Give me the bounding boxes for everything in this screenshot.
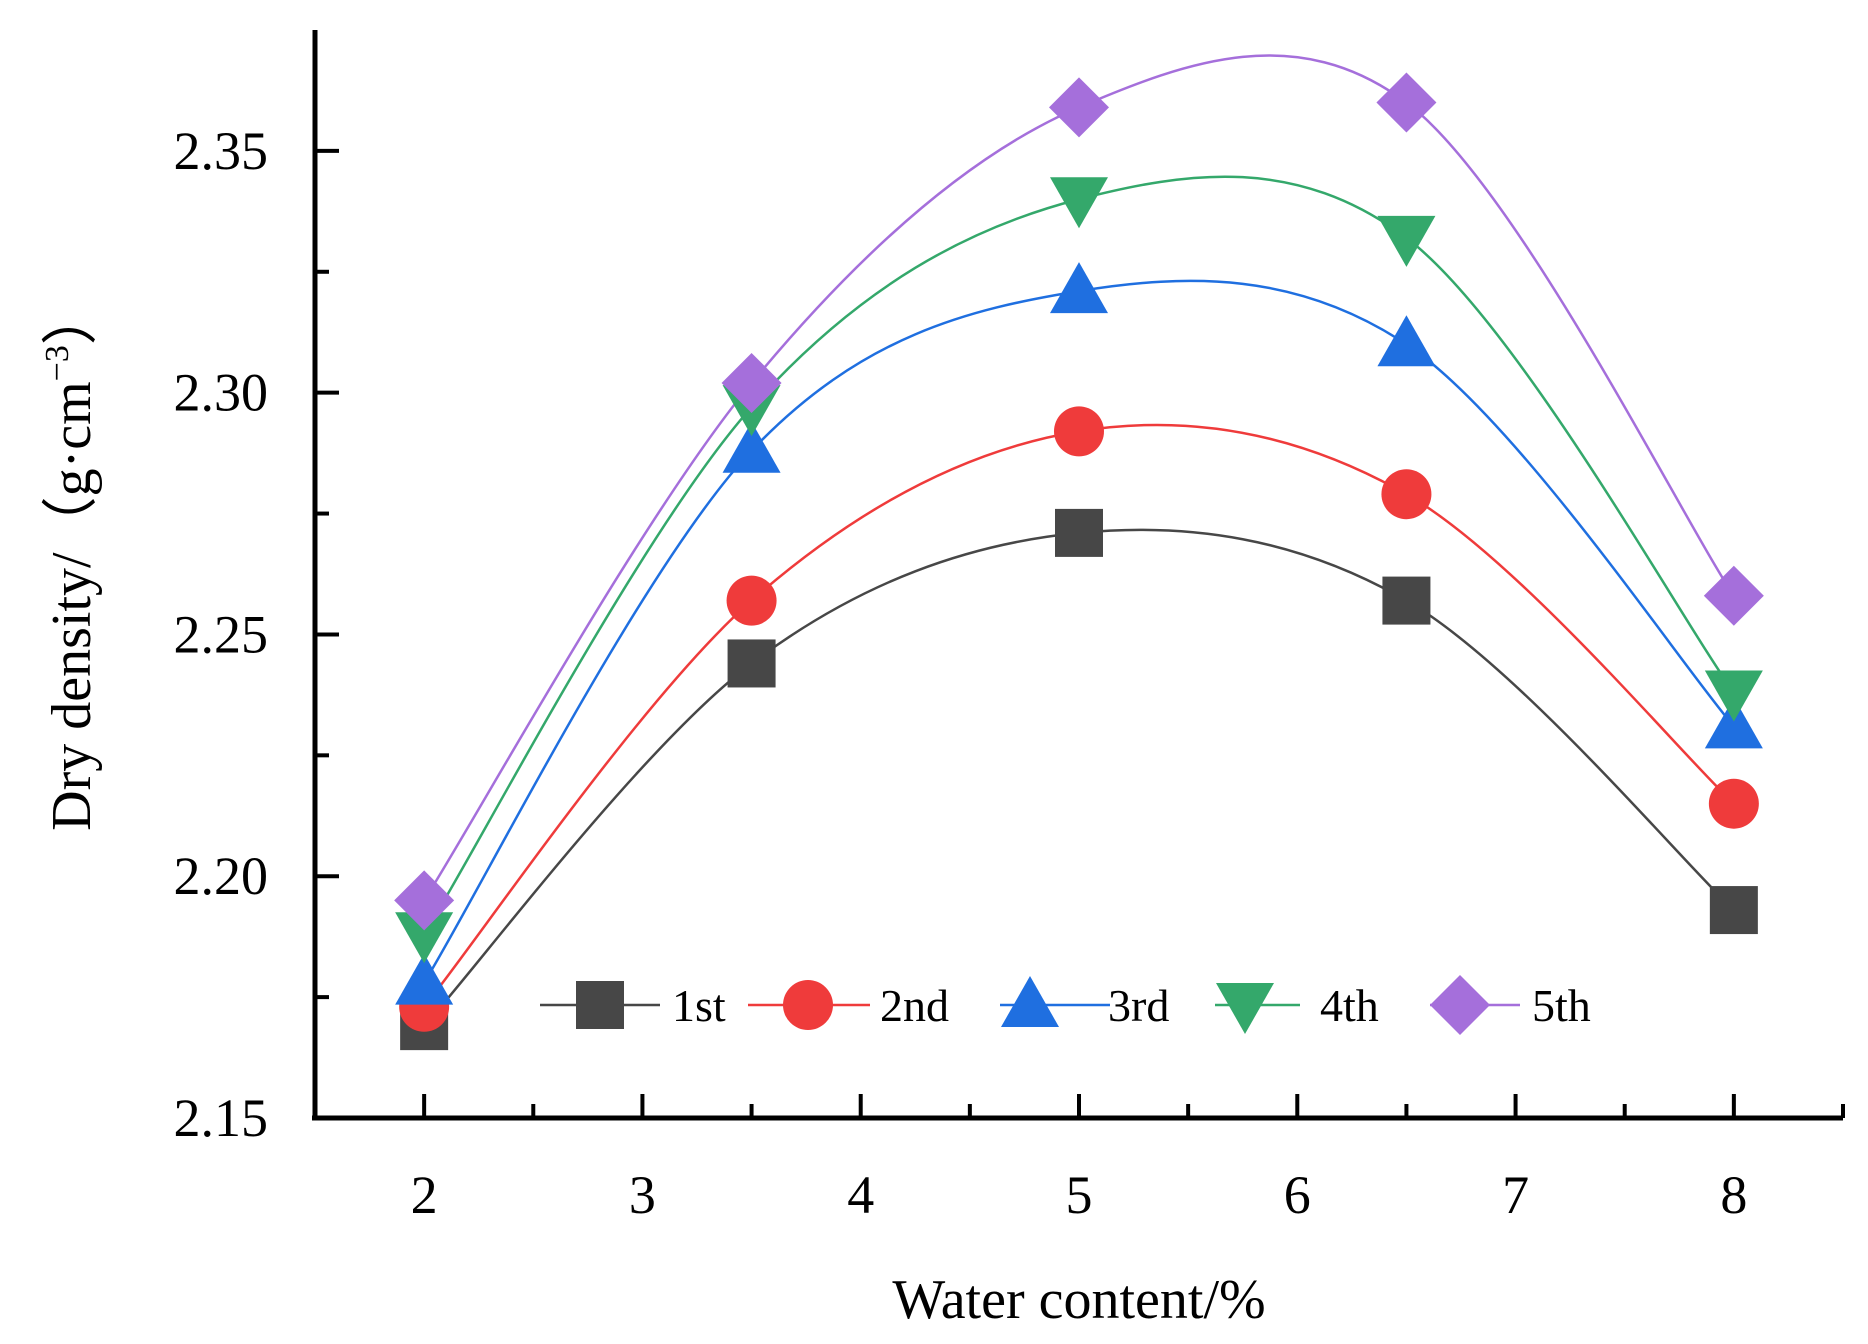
y-axis-title-main: Dry density/ [41, 552, 103, 831]
data-point-4th [395, 912, 454, 964]
data-point-2nd [1708, 778, 1759, 829]
legend-label-1st: 1st [672, 980, 726, 1031]
data-point-5th [1376, 72, 1437, 133]
data-point-5th [394, 870, 455, 931]
x-tick-label: 6 [1284, 1165, 1311, 1225]
y-axis-title: Dry density/（g·cm−3） [39, 289, 103, 831]
data-point-3rd [1050, 262, 1108, 314]
data-point-2nd [1054, 406, 1104, 457]
data-point-1st [1055, 508, 1103, 557]
y-tick-label: 2.20 [174, 846, 269, 906]
y-tick-label: 2.35 [174, 121, 269, 181]
data-point-1st [727, 639, 776, 688]
series-layer [394, 54, 1764, 1051]
legend-label-5th: 5th [1532, 980, 1591, 1031]
data-point-4th [1050, 177, 1108, 229]
series-line-1st [423, 528, 1735, 1027]
data-point-5th [721, 352, 782, 413]
x-tick-label: 2 [411, 1165, 438, 1225]
legend-marker-5th [1430, 975, 1490, 1035]
data-point-1st [1382, 576, 1431, 625]
y-tick-label: 2.25 [174, 604, 269, 664]
data-point-5th [1703, 565, 1764, 626]
x-tick-label: 4 [847, 1165, 874, 1225]
series-line-3rd [423, 279, 1735, 984]
legend-marker-1st [576, 981, 624, 1029]
legend-marker-2nd [783, 980, 833, 1030]
data-point-1st [1709, 886, 1758, 935]
x-tick-label: 8 [1720, 1165, 1747, 1225]
data-point-2nd [1381, 469, 1432, 520]
legend: 1st 2nd 3rd 4th 5th [540, 975, 1591, 1035]
data-point-3rd [1377, 315, 1436, 367]
y-axis-title-unit: g·cm [41, 381, 103, 496]
data-point-3rd [395, 953, 454, 1005]
y-axis-title-exponent: −3 [39, 345, 76, 381]
data-point-5th [1049, 77, 1109, 138]
legend-label-2nd: 2nd [880, 980, 949, 1031]
data-point-3rd [722, 421, 781, 473]
x-tick-label: 5 [1066, 1165, 1093, 1225]
legend-label-4th: 4th [1320, 980, 1379, 1031]
y-axis-title-close: ） [41, 289, 103, 345]
data-point-2nd [726, 575, 777, 626]
y-tick-label: 2.15 [174, 1088, 269, 1148]
legend-marker-3rd [1001, 976, 1059, 1027]
x-tick-label: 7 [1502, 1165, 1529, 1225]
y-axis-title-open: （ [41, 496, 103, 552]
legend-marker-4th [1216, 983, 1274, 1034]
data-point-4th [1704, 670, 1763, 722]
data-point-3rd [1704, 697, 1763, 749]
data-point-4th [1377, 215, 1436, 267]
ticks-layer: 2 3 4 5 6 7 8 2.15 2.20 2.25 2.30 2.35 [174, 121, 1845, 1225]
legend-label-3rd: 3rd [1108, 980, 1169, 1031]
x-axis-title: Water content/% [892, 1269, 1265, 1331]
x-tick-label: 3 [629, 1165, 656, 1225]
y-tick-label: 2.30 [174, 363, 269, 423]
